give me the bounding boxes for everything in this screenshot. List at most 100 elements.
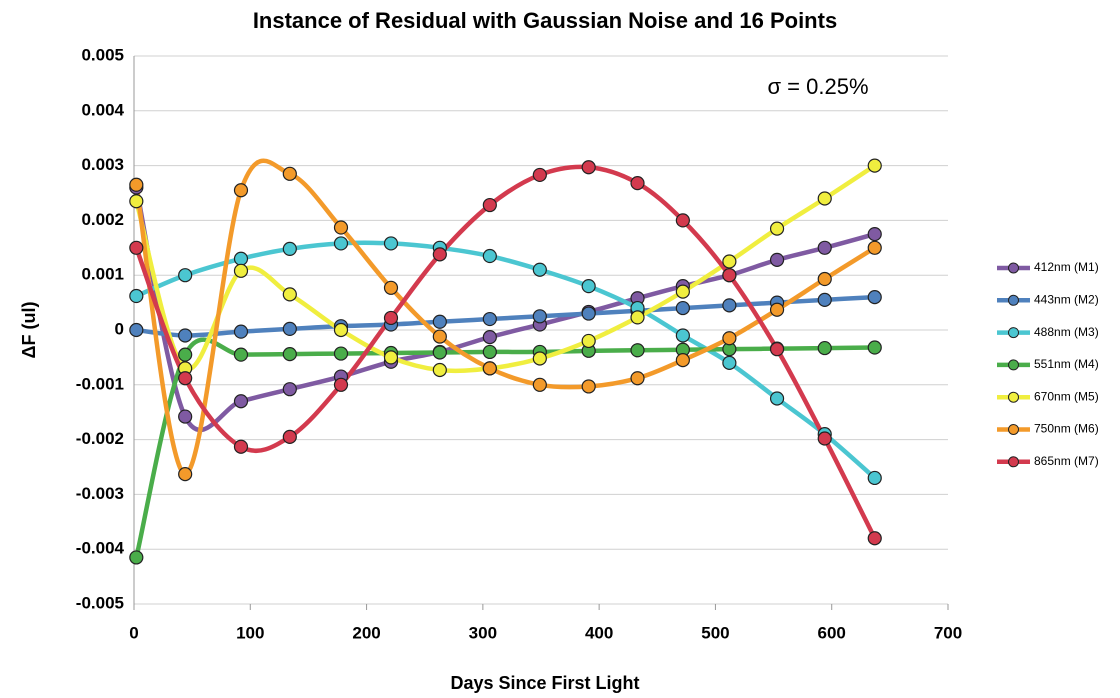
data-point xyxy=(233,263,249,278)
legend-label: 488nm (M3) xyxy=(1034,325,1099,339)
data-point xyxy=(129,322,144,338)
data-point xyxy=(817,271,832,287)
x-tick-label: 400 xyxy=(585,623,613,642)
data-point xyxy=(333,220,349,235)
legend-label: 443nm (M2) xyxy=(1034,292,1099,306)
data-point xyxy=(282,321,297,337)
legend-marker xyxy=(1008,294,1019,306)
data-point xyxy=(817,431,832,446)
y-tick-label: 0.004 xyxy=(81,100,124,119)
data-point xyxy=(722,268,737,283)
data-point xyxy=(675,353,690,368)
x-tick-label: 100 xyxy=(236,623,264,642)
y-tick-label: 0.005 xyxy=(81,45,124,64)
x-tick-label: 300 xyxy=(469,623,497,642)
data-point xyxy=(282,166,297,181)
legend-marker xyxy=(1008,359,1019,371)
data-point xyxy=(178,371,193,386)
data-point xyxy=(482,197,497,213)
data-point xyxy=(769,342,785,357)
data-point xyxy=(722,355,737,370)
series-line xyxy=(134,164,877,541)
data-point xyxy=(817,191,832,206)
data-point xyxy=(129,240,144,255)
chart-title: Instance of Residual with Gaussian Noise… xyxy=(253,8,837,33)
x-tick-label: 700 xyxy=(934,623,962,642)
data-point xyxy=(769,221,785,236)
data-point xyxy=(233,394,249,409)
data-point xyxy=(722,298,737,313)
data-point xyxy=(333,377,349,392)
legend-marker xyxy=(1008,424,1019,435)
legend-label: 551nm (M4) xyxy=(1034,357,1099,371)
data-point xyxy=(383,350,399,365)
data-point xyxy=(482,311,497,327)
data-point xyxy=(532,377,547,392)
y-tick-label: -0.001 xyxy=(76,374,124,393)
data-point xyxy=(282,241,297,256)
data-point xyxy=(383,310,399,326)
data-point xyxy=(817,340,832,356)
data-point xyxy=(432,345,447,360)
data-point xyxy=(867,158,882,173)
x-tick-label: 600 xyxy=(818,623,846,642)
data-point xyxy=(867,470,882,486)
data-point xyxy=(867,531,882,546)
series-line xyxy=(134,294,877,338)
data-point xyxy=(178,409,193,424)
data-point xyxy=(482,248,497,264)
data-point xyxy=(581,333,596,349)
y-tick-label: 0.002 xyxy=(81,210,124,229)
legend-marker xyxy=(1008,327,1019,339)
legend-marker xyxy=(1008,262,1019,274)
data-point xyxy=(722,254,737,269)
data-point xyxy=(383,280,399,295)
data-point xyxy=(129,194,144,209)
data-point xyxy=(432,362,447,378)
data-point xyxy=(581,279,596,294)
data-point xyxy=(532,167,547,183)
legend-label: 412nm (M1) xyxy=(1034,260,1099,274)
data-point xyxy=(333,346,349,361)
data-point xyxy=(233,251,249,266)
data-point xyxy=(432,329,447,344)
annotation: σ = 0.25% xyxy=(767,74,868,99)
data-point xyxy=(233,439,249,454)
data-point xyxy=(233,347,249,362)
data-point xyxy=(675,300,690,316)
data-point xyxy=(867,290,882,305)
data-point xyxy=(482,330,497,345)
data-point xyxy=(630,343,645,358)
data-point xyxy=(432,314,447,329)
data-point xyxy=(581,160,596,175)
data-point xyxy=(675,284,690,299)
data-point xyxy=(178,467,193,482)
y-tick-label: -0.003 xyxy=(76,484,124,503)
series-line xyxy=(134,185,877,433)
data-point xyxy=(333,322,349,338)
data-point xyxy=(675,328,690,343)
data-point xyxy=(867,340,882,355)
data-point xyxy=(630,310,645,325)
data-point xyxy=(333,236,349,251)
data-point xyxy=(282,382,297,397)
data-point xyxy=(178,347,193,362)
data-point xyxy=(532,351,547,366)
legend-label: 670nm (M5) xyxy=(1034,389,1099,403)
data-point xyxy=(769,252,785,267)
data-point xyxy=(233,324,249,339)
legend-marker xyxy=(1008,391,1019,403)
data-point xyxy=(630,371,645,386)
legend-label: 865nm (M7) xyxy=(1034,454,1099,468)
data-point xyxy=(867,240,882,255)
y-tick-label: -0.005 xyxy=(76,593,124,612)
legend-marker xyxy=(1008,456,1019,468)
y-axis-label: ΔF (ul) xyxy=(19,302,39,359)
data-point xyxy=(282,287,297,302)
data-point xyxy=(129,177,144,192)
y-tick-label: -0.004 xyxy=(76,539,125,558)
data-point xyxy=(630,176,645,191)
data-point xyxy=(675,213,690,228)
data-point xyxy=(867,227,882,242)
